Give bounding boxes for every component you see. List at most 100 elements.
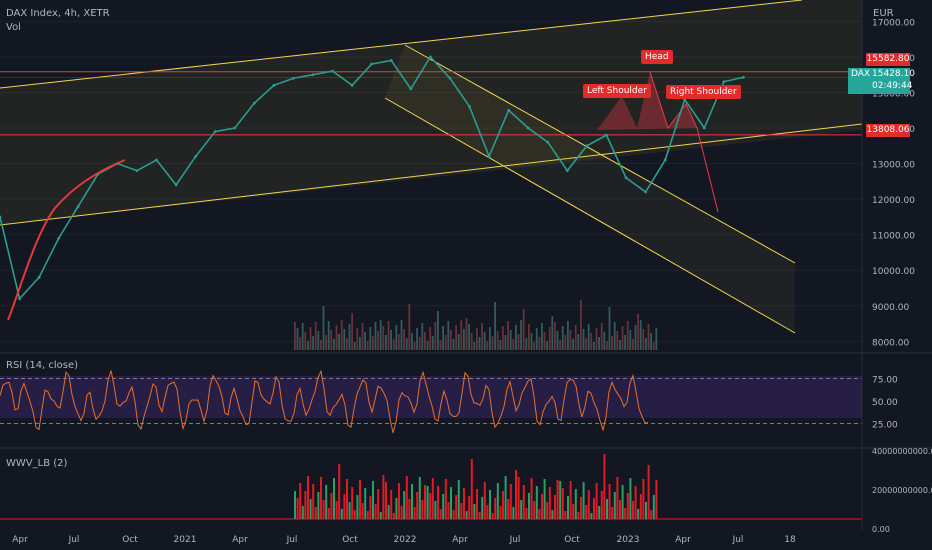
moving-average-line (7, 159, 126, 321)
volume-bar (338, 334, 340, 350)
volume-bar (502, 326, 504, 350)
wwv-bar (530, 478, 533, 519)
wwv-tick-label: 20000000000.00 (872, 486, 932, 495)
volume-bar (343, 329, 346, 350)
wwv-bar (543, 479, 546, 519)
wwv-bar (374, 504, 377, 519)
wwv-bar (528, 493, 530, 519)
wwv-bar (372, 481, 374, 519)
volume-bar (413, 342, 416, 350)
level-tag-upper: 15582.80 (866, 53, 910, 66)
price-tick-label: 10000.00 (872, 267, 915, 277)
wwv-bar (444, 479, 447, 519)
x-tick-label: 18 (784, 535, 796, 545)
wwv-bar (645, 502, 647, 519)
volume-bar (374, 322, 377, 350)
wwv-bar (478, 512, 481, 519)
rsi-line (0, 369, 649, 433)
price-point (526, 126, 530, 130)
wwv-bar (637, 509, 640, 519)
wwv-bar (309, 499, 312, 519)
wwv-bar (626, 493, 629, 519)
volume-bar (450, 330, 452, 350)
wwv-bar (307, 476, 309, 519)
price-tick-label: 12000.00 (872, 196, 915, 206)
wwv-bar (465, 511, 468, 519)
wwv-bar (424, 485, 426, 519)
volume-bar (353, 342, 356, 350)
wwv-bar (322, 500, 325, 519)
rsi-band (0, 376, 862, 418)
wwv-bar (403, 491, 406, 519)
wwv-bar (512, 507, 515, 519)
price-point (76, 204, 80, 208)
annotation-head: Head (641, 50, 673, 64)
wwv-bar (390, 490, 393, 519)
wwv-bar (468, 496, 471, 519)
wwv-bar (476, 489, 478, 519)
wwv-bar (450, 487, 452, 519)
wwv-bar (359, 480, 361, 519)
volume-bar (372, 336, 374, 350)
volume-bar (580, 300, 582, 350)
wwv-bar (613, 492, 616, 519)
volume-bar (551, 316, 554, 350)
volume-bar (408, 304, 411, 350)
wwv-bar (652, 495, 655, 519)
wwv-bar (312, 484, 315, 519)
wwv-bar (572, 504, 575, 519)
price-tick-label: 15000.00 (872, 89, 915, 99)
wwv-bar (348, 502, 351, 519)
wwv-bar (541, 494, 543, 519)
volume-bar (512, 339, 515, 350)
volume-bar (356, 328, 359, 350)
volume-bar (468, 324, 470, 350)
volume-bar (463, 329, 465, 350)
wwv-bar (304, 491, 307, 519)
wwv-bar (517, 477, 520, 519)
price-tick-label: 8000.00 (872, 338, 909, 348)
volume-bar (390, 330, 392, 350)
price-point (252, 101, 256, 105)
volume-bar (541, 323, 543, 350)
volume-bar (543, 332, 546, 350)
wwv-bar (647, 465, 650, 519)
volume-bar (359, 337, 361, 350)
volume-bar (634, 325, 637, 350)
volume-bar (491, 336, 494, 350)
ascending-channel-upper (0, 0, 803, 89)
volume-bar (411, 333, 413, 350)
volume-bar (509, 330, 512, 350)
x-tick-label: 2022 (394, 535, 417, 545)
volume-bar (520, 320, 522, 350)
volume-bar (554, 322, 556, 350)
volume-bar (606, 341, 608, 350)
volume-bar (535, 328, 538, 350)
x-tick-label: Oct (342, 535, 358, 545)
wwv-bar (398, 483, 400, 519)
volume-bar (621, 326, 624, 350)
projected-path (649, 71, 719, 213)
price-point (0, 215, 2, 219)
volume-bar (650, 333, 652, 350)
rsi-title: RSI (14, close) (6, 360, 79, 371)
volume-bar (546, 341, 548, 350)
x-tick-label: Jul (509, 535, 521, 545)
volume-bar (457, 334, 460, 350)
price-point (194, 155, 198, 158)
wwv-bar (369, 496, 372, 519)
wwv-bar (564, 511, 567, 519)
volume-bar (470, 333, 473, 350)
wwv-bar (629, 478, 632, 519)
volume-bar (424, 332, 426, 350)
wwv-tick-label: 40000000000.00 (872, 447, 932, 456)
volume-bar (561, 326, 564, 350)
wwv-bar (606, 499, 608, 519)
volume-bar (476, 328, 478, 350)
wwv-bar (567, 496, 569, 519)
wwv-bar (405, 476, 408, 519)
volume-bar (382, 326, 385, 350)
x-tick-label: 2021 (174, 535, 197, 545)
